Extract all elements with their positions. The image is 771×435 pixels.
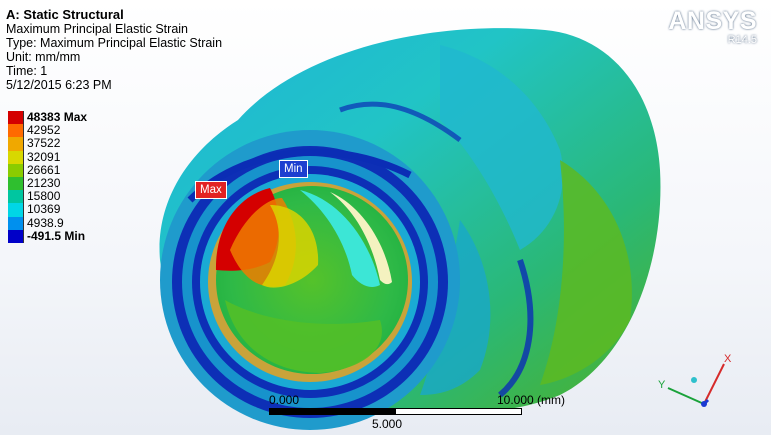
body-edge-band [498, 259, 534, 398]
scale-bar-light [395, 408, 522, 415]
legend-swatch [8, 163, 24, 177]
result-time: Time: 1 [6, 64, 48, 78]
coordinate-triad-icon[interactable]: X Y [648, 350, 738, 415]
triad-x-label: X [724, 353, 732, 365]
bore-white-streak [330, 192, 392, 285]
legend-swatch [8, 229, 24, 243]
max-probe-label[interactable]: Max [195, 181, 227, 199]
result-name: Maximum Principal Elastic Strain [6, 22, 188, 36]
legend-swatch [8, 150, 24, 164]
body-top-band [339, 101, 462, 143]
scale-label-start: 0.000 [269, 393, 300, 407]
scale-bar-dark [269, 408, 395, 415]
bore-green-lower [225, 300, 382, 373]
result-type: Type: Maximum Principal Elastic Strain [6, 36, 223, 50]
scale-label-middle: 5.000 [372, 417, 403, 431]
min-probe-label[interactable]: Min [279, 160, 308, 178]
body-shade-2 [540, 160, 632, 385]
legend-swatch [8, 176, 24, 191]
bore-cyan-streak [300, 190, 380, 287]
legend-label: 10369 [27, 202, 61, 217]
brand-version: R14.5 [727, 34, 757, 46]
legend-swatch [8, 137, 24, 151]
legend-swatch [8, 203, 24, 217]
result-unit: Unit: mm/mm [6, 50, 81, 64]
legend-label: 42952 [27, 123, 61, 138]
result-info-block: A: Static Structural Maximum Principal E… [6, 7, 223, 93]
bore-yellow-region [262, 205, 319, 288]
scale-ruler: 0.000 10.000 (mm) 5.000 [259, 393, 589, 431]
legend-label: 4938.9 [27, 215, 64, 230]
brand-name: ANSYS [668, 7, 757, 35]
legend-swatch [8, 190, 24, 204]
legend-label-min: -491.5 Min [27, 228, 86, 243]
result-date: 5/12/2015 6:23 PM [6, 78, 112, 92]
ansys-logo: ANSYS R14.5 [668, 7, 757, 46]
legend-swatch [8, 124, 24, 138]
legend-swatch [8, 216, 24, 230]
legend-label: 32091 [27, 149, 61, 164]
legend-swatch [8, 111, 24, 125]
scale-label-end: 10.000 (mm) [497, 393, 566, 407]
legend-label: 37522 [27, 136, 61, 151]
legend-label: 26661 [27, 162, 61, 177]
legend-label: 15800 [27, 189, 61, 204]
body-shade-1 [440, 45, 564, 250]
analysis-title: A: Static Structural [6, 7, 124, 22]
legend-label: 21230 [27, 175, 61, 190]
legend-label-max: 48383 Max [27, 110, 88, 124]
triad-y-label: Y [658, 379, 666, 391]
